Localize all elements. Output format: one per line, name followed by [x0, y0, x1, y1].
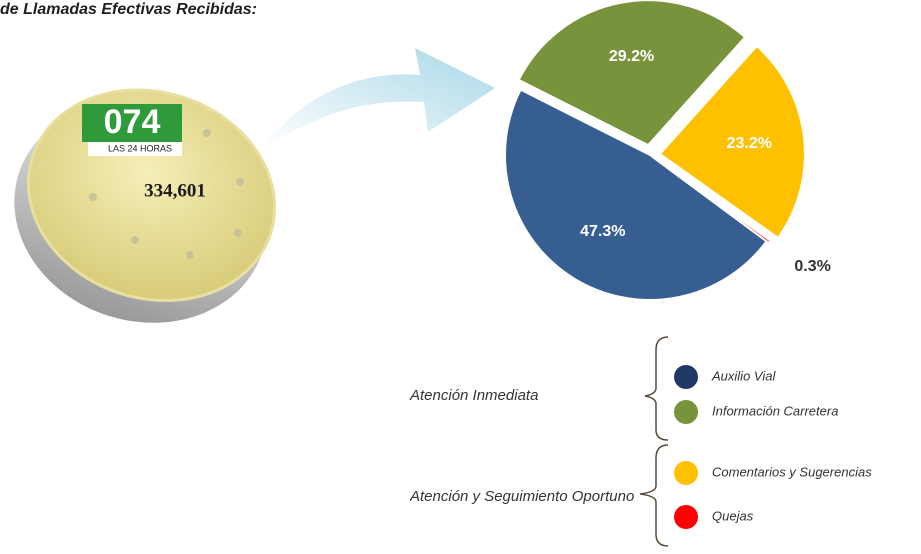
legend-swatch — [674, 400, 698, 424]
legend-label: Información Carretera — [712, 403, 838, 418]
data-label: 47.3% — [580, 223, 625, 240]
group-label: Atención y Seguimiento Oportuno — [410, 488, 635, 505]
legend-label: Auxilio Vial — [711, 368, 776, 383]
legend-swatch — [674, 365, 698, 389]
data-label: 0.3% — [794, 258, 830, 275]
badge-tagline: LAS 24 HORAS — [108, 143, 172, 153]
pie-slice — [504, 88, 768, 301]
group-label-box: Atención y Seguimiento Oportuno — [410, 488, 635, 505]
data-label: 29.2% — [609, 48, 654, 65]
pie-slice — [517, 0, 747, 147]
pie-slice — [651, 155, 772, 245]
pie: 47.3% 29.2% 23.2% 0.3% — [504, 0, 831, 301]
badge-number: 074 — [104, 103, 161, 141]
legend-swatch — [674, 461, 698, 485]
legend-label: Quejas — [712, 508, 754, 523]
badge-box — [82, 104, 182, 142]
brace — [639, 444, 669, 547]
group-label: Atención Inmediata — [409, 387, 538, 404]
brace — [644, 336, 669, 441]
badge-total: 334,601 — [144, 180, 206, 201]
coin — [14, 88, 277, 323]
legend: Auxilio Vial Información Carretera Comenta… — [674, 365, 872, 529]
pie-slice — [658, 44, 806, 240]
legend-swatch — [674, 505, 698, 529]
badge-tag-box — [88, 142, 182, 156]
legend-label: Comentarios y Sugerencias — [712, 464, 872, 479]
data-label: 23.2% — [727, 135, 772, 152]
coin-dots — [89, 129, 244, 259]
arrow — [262, 48, 495, 150]
chart-title: de Llamadas Efectivas Recibidas: — [0, 1, 257, 18]
